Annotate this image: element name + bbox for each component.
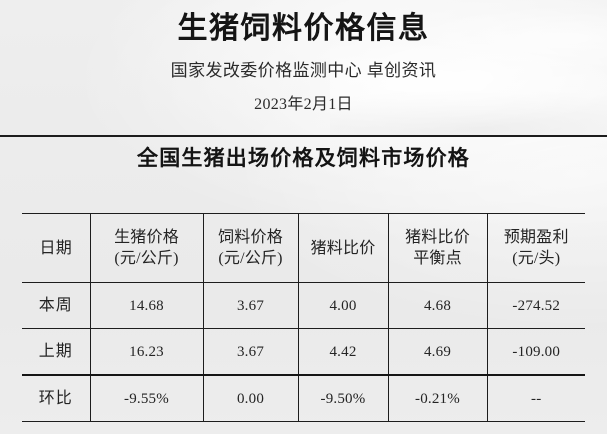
page-title: 生猪饲料价格信息: [177, 12, 430, 45]
masthead-divider: [0, 135, 607, 137]
cell-current-expected-profit: -274.52: [486, 282, 585, 329]
cell-current-hog-price: 14.68: [89, 282, 204, 329]
price-table-container: 日期 生猪价格 (元/公斤) 饲料价格 (元/公斤) 猪料比价 猪料比价: [22, 213, 585, 422]
table-row: 本周 14.68 3.67 4.00 4.68 -274.52: [22, 282, 585, 329]
column-header-hog-price: 生猪价格 (元/公斤): [89, 213, 204, 283]
issue-date: 2023年2月1日: [254, 96, 353, 113]
column-header-expected-profit-unit: (元/头): [512, 250, 561, 267]
cell-change-hog-price: -9.55%: [89, 374, 204, 422]
table-body: 本周 14.68 3.67 4.00 4.68 -274.52 上期 16.23…: [22, 282, 585, 422]
column-header-ratio-balance-point: 猪料比价 平衡点: [387, 213, 488, 283]
column-header-hog-price-unit: (元/公斤): [114, 250, 179, 267]
table-row: 环比 -9.55% 0.00 -9.50% -0.21% --: [22, 374, 585, 422]
column-header-ratio-balance-point-line1: 猪料比价: [405, 229, 470, 246]
column-header-feed-price-line1: 饲料价格: [218, 229, 283, 246]
column-header-feed-price: 饲料价格 (元/公斤): [202, 213, 299, 283]
row-label-change: 环比: [22, 374, 91, 422]
column-header-expected-profit: 预期盈利 (元/头): [486, 213, 585, 283]
cell-previous-balance-point: 4.69: [387, 328, 488, 376]
table-header-row: 日期 生猪价格 (元/公斤) 饲料价格 (元/公斤) 猪料比价 猪料比价: [22, 213, 585, 283]
cell-change-expected-profit: --: [486, 374, 585, 422]
masthead: 生猪饲料价格信息 国家发改委价格监测中心 卓创资讯 2023年2月1日: [0, 0, 607, 118]
cell-previous-feed-price: 3.67: [202, 328, 299, 376]
cell-change-feed-price: 0.00: [202, 374, 299, 422]
cell-change-hog-feed-ratio: -9.50%: [297, 374, 389, 422]
column-header-date-line1: 日期: [39, 239, 72, 257]
table-row: 上期 16.23 3.67 4.42 4.69 -109.00: [22, 328, 585, 376]
column-header-hog-feed-ratio: 猪料比价: [297, 213, 389, 283]
row-label-current-week: 本周: [22, 282, 91, 329]
cell-previous-expected-profit: -109.00: [486, 328, 585, 376]
cell-current-balance-point: 4.68: [387, 282, 488, 329]
row-label-previous-period: 上期: [22, 328, 91, 376]
table-head: 日期 生猪价格 (元/公斤) 饲料价格 (元/公斤) 猪料比价 猪料比价: [22, 213, 585, 283]
column-header-expected-profit-line1: 预期盈利: [503, 229, 569, 246]
column-header-ratio-balance-point-line2: 平衡点: [413, 250, 462, 267]
section-title: 全国生猪出场价格及饲料市场价格: [137, 147, 470, 170]
cell-current-hog-feed-ratio: 4.00: [297, 282, 389, 329]
column-header-hog-price-line1: 生猪价格: [114, 229, 179, 246]
column-header-hog-feed-ratio-line1: 猪料比价: [310, 239, 376, 257]
column-header-date: 日期: [22, 213, 91, 283]
cell-change-balance-point: -0.21%: [387, 374, 488, 422]
cell-previous-hog-price: 16.23: [89, 328, 204, 376]
price-table: 日期 生猪价格 (元/公斤) 饲料价格 (元/公斤) 猪料比价 猪料比价: [22, 213, 585, 422]
column-header-feed-price-unit: (元/公斤): [218, 250, 283, 267]
cell-previous-hog-feed-ratio: 4.42: [297, 328, 389, 376]
publisher-line: 国家发改委价格监测中心 卓创资讯: [170, 61, 437, 80]
cell-current-feed-price: 3.67: [202, 282, 299, 329]
